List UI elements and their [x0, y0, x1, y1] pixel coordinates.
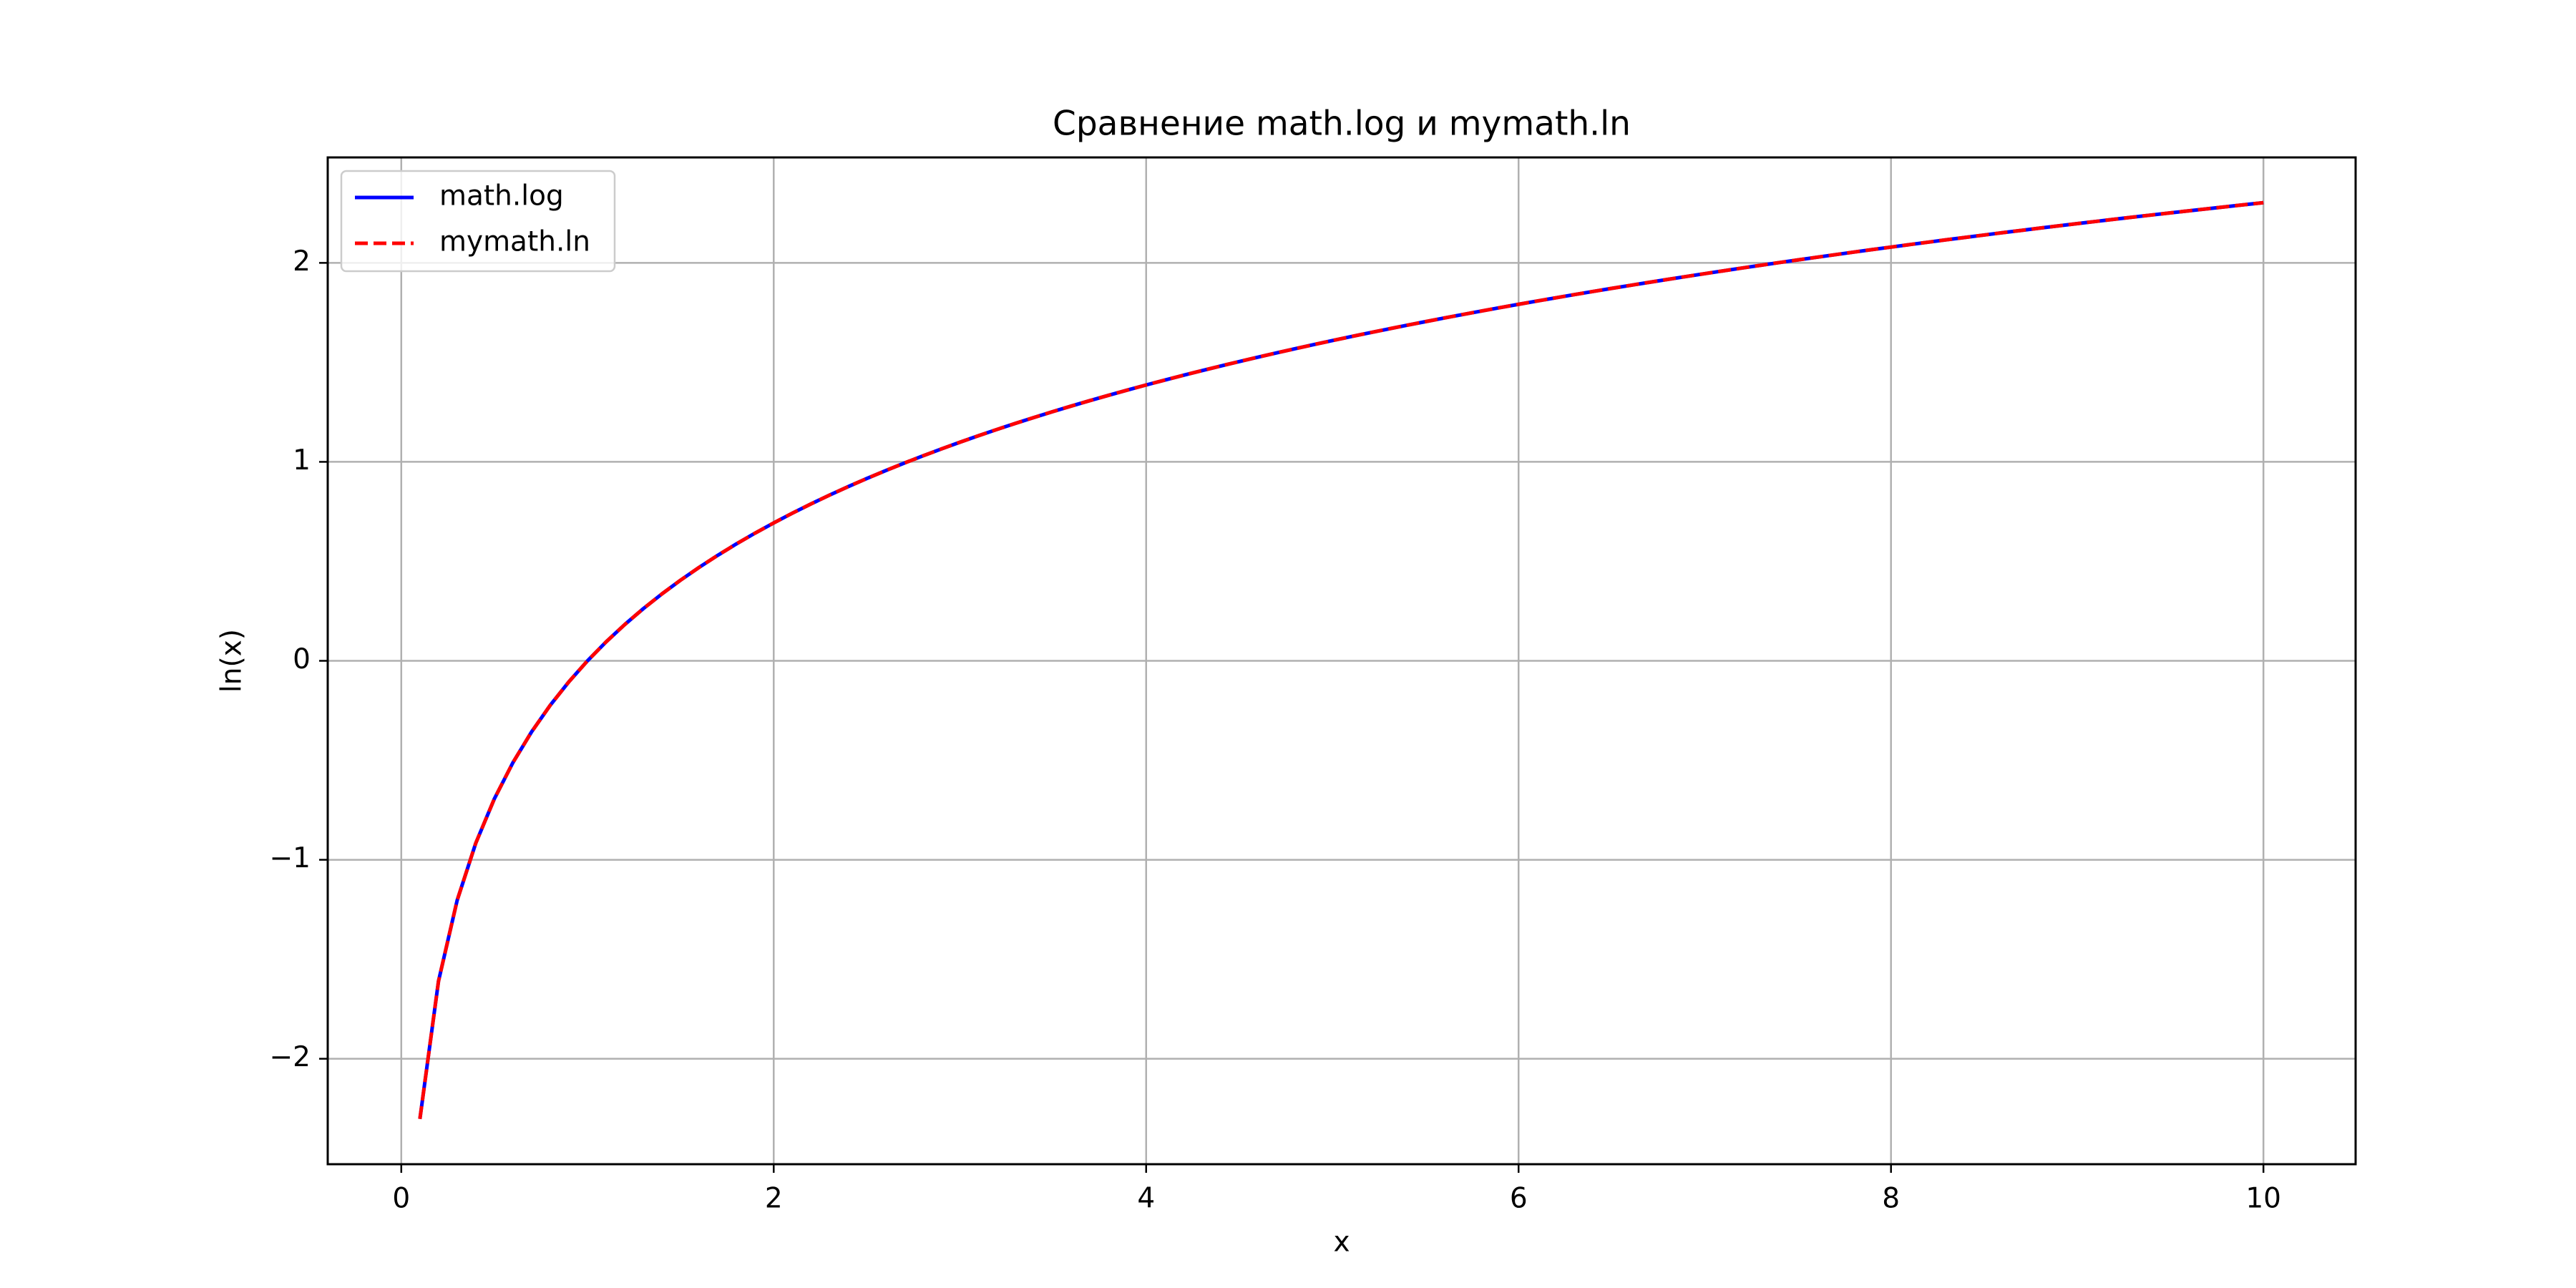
legend-label-math-log: math.log: [439, 180, 564, 213]
grid-lines: [328, 157, 2356, 1164]
x-tick-label: 2: [765, 1183, 783, 1215]
x-tick-label: 0: [392, 1183, 410, 1215]
axis-ticks: 0 2 4 6 8 10 −2 −1 0 1 2: [270, 245, 2282, 1215]
y-tick-label: 2: [293, 245, 311, 278]
series-line-mymath-ln: [418, 200, 2264, 1120]
y-tick-label: 1: [293, 444, 311, 477]
x-tick-label: 8: [1882, 1183, 1900, 1215]
x-tick-label: 10: [2245, 1183, 2281, 1215]
y-tick-label: 0: [293, 643, 311, 675]
legend: math.log mymath.ln: [340, 170, 616, 273]
legend-label-mymath-ln: mymath.ln: [439, 226, 590, 258]
series-lines: [418, 200, 2264, 1120]
y-axis-label: ln(x): [216, 629, 248, 693]
x-tick-label: 4: [1137, 1183, 1155, 1215]
x-tick-label: 6: [1510, 1183, 1528, 1215]
chart-title: Сравнение math.log и mymath.ln: [1053, 104, 1631, 144]
y-tick-label: −2: [270, 1041, 311, 1073]
x-axis-label: x: [1333, 1226, 1350, 1259]
y-tick-label: −1: [270, 842, 311, 874]
